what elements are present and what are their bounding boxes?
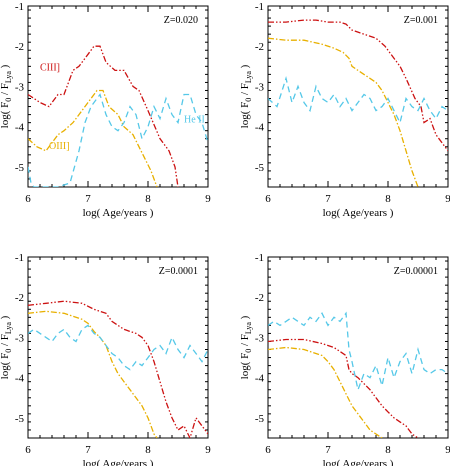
series-label: CIII] [40,62,60,73]
metallicity-label: Z=0.020 [164,15,198,26]
x-axis-title: log( Age/years ) [83,458,154,466]
x-tick-label: 9 [445,193,450,205]
series-line-ciii [268,338,419,438]
y-axis-title-part: Lya [244,322,253,334]
series-line-heii [28,93,208,187]
y-tick-label: -5 [15,413,25,425]
y-tick-label: -3 [15,332,25,344]
series-label: He II [184,115,205,126]
plot-frame [267,256,449,439]
x-tick-label: 6 [265,444,271,456]
y-axis-title-part: ) [0,64,11,71]
chart-panel-3: 6 7 8 9 -5 -4 -3 -2 -1 log( Age/years ) log( F0 / … [0,252,211,466]
x-tick-label: 9 [205,444,211,456]
y-tick-label: -1 [15,1,24,13]
y-axis-title-part: 0 [4,349,13,353]
y-axis-title-part: log( F [0,353,11,380]
y-tick-label: -3 [15,81,25,93]
y-tick-label: -4 [255,373,265,385]
x-tick-label: 6 [25,444,31,456]
plot-frame [27,5,209,188]
x-tick-label: 8 [145,444,151,456]
y-axis-title: log( F0 / FLya ) [0,315,13,379]
x-tick-label: 6 [265,193,271,205]
x-tick-label: 8 [385,444,391,456]
metallicity-label: Z=0.001 [404,15,438,26]
y-axis-title-part: / F [239,83,251,98]
x-tick-label: 9 [205,193,211,205]
y-axis-title-part: / F [0,83,11,98]
y-tick-label: -2 [15,41,24,53]
x-tick-label: 9 [445,444,450,456]
y-tick-label: -5 [255,413,265,425]
y-axis-title-part: log( F [239,353,251,380]
series-line-oiii [268,346,383,438]
chart-panel-4: 6 7 8 9 -5 -4 -3 -2 -1 log( Age/years ) log( F0 / … [239,252,450,466]
series-line-oiii [268,37,419,187]
chart-panel-1: 6 7 8 9 -5 -4 -3 -2 -1 log( Age/years ) log( F0 / … [0,1,211,219]
y-axis-title-part: log( F [239,102,251,129]
y-tick-label: -2 [255,41,264,53]
y-tick-label: -4 [15,373,25,385]
x-tick-label: 8 [145,193,151,205]
x-axis-title: log( Age/years ) [83,207,154,219]
chart-panel-2: 6 7 8 9 -5 -4 -3 -2 -1 log( Age/years ) log( F0 / … [239,1,450,219]
y-tick-label: -2 [255,292,264,304]
y-tick-label: -4 [15,122,25,134]
x-axis-title: log( Age/years ) [323,458,394,466]
y-axis-title-part: log( F [0,102,11,129]
y-axis-title-part: ) [0,315,11,322]
y-tick-label: -2 [15,292,24,304]
series-line-heii [268,76,448,125]
x-tick-label: 7 [325,444,331,456]
y-axis-title-part: 0 [4,98,13,102]
metallicity-label: Z=0.0001 [159,266,198,277]
x-tick-label: 7 [85,444,91,456]
y-axis-title: log( F0 / FLya ) [239,315,253,379]
y-axis-title-part: ) [239,64,251,71]
y-tick-label: -4 [255,122,265,134]
y-axis-title-part: 0 [244,98,253,102]
x-tick-label: 6 [25,193,31,205]
y-tick-label: -5 [255,162,265,174]
y-tick-label: -1 [15,252,24,264]
y-axis-title-part: Lya [4,322,13,334]
y-tick-label: -3 [255,332,265,344]
series-line-heii [28,324,208,371]
series-line-heii [268,311,448,393]
series-line-ciii [28,45,179,187]
y-axis-title-part: / F [239,334,251,349]
y-axis-title-part: / F [0,334,11,349]
series-line-ciii [28,300,208,438]
x-tick-label: 7 [325,193,331,205]
x-axis-title: log( Age/years ) [323,207,394,219]
series-line-oiii [28,89,158,187]
series-line-oiii [28,310,158,438]
y-axis-title-part: Lya [244,71,253,83]
series-label: OIII] [49,141,70,152]
y-axis-title: log( F0 / FLya ) [0,64,13,128]
y-tick-label: -5 [15,162,25,174]
plot-frame [267,5,449,188]
metallicity-label: Z=0.00001 [394,266,438,277]
series-line-ciii [268,19,448,152]
x-tick-label: 8 [385,193,391,205]
y-tick-label: -1 [255,252,264,264]
plot-frame [27,256,209,439]
y-axis-title-part: ) [239,315,251,322]
y-axis-title: log( F0 / FLya ) [239,64,253,128]
y-tick-label: -3 [255,81,265,93]
x-tick-label: 7 [85,193,91,205]
y-axis-title-part: Lya [4,71,13,83]
y-axis-title-part: 0 [244,349,253,353]
y-tick-label: -1 [255,1,264,13]
